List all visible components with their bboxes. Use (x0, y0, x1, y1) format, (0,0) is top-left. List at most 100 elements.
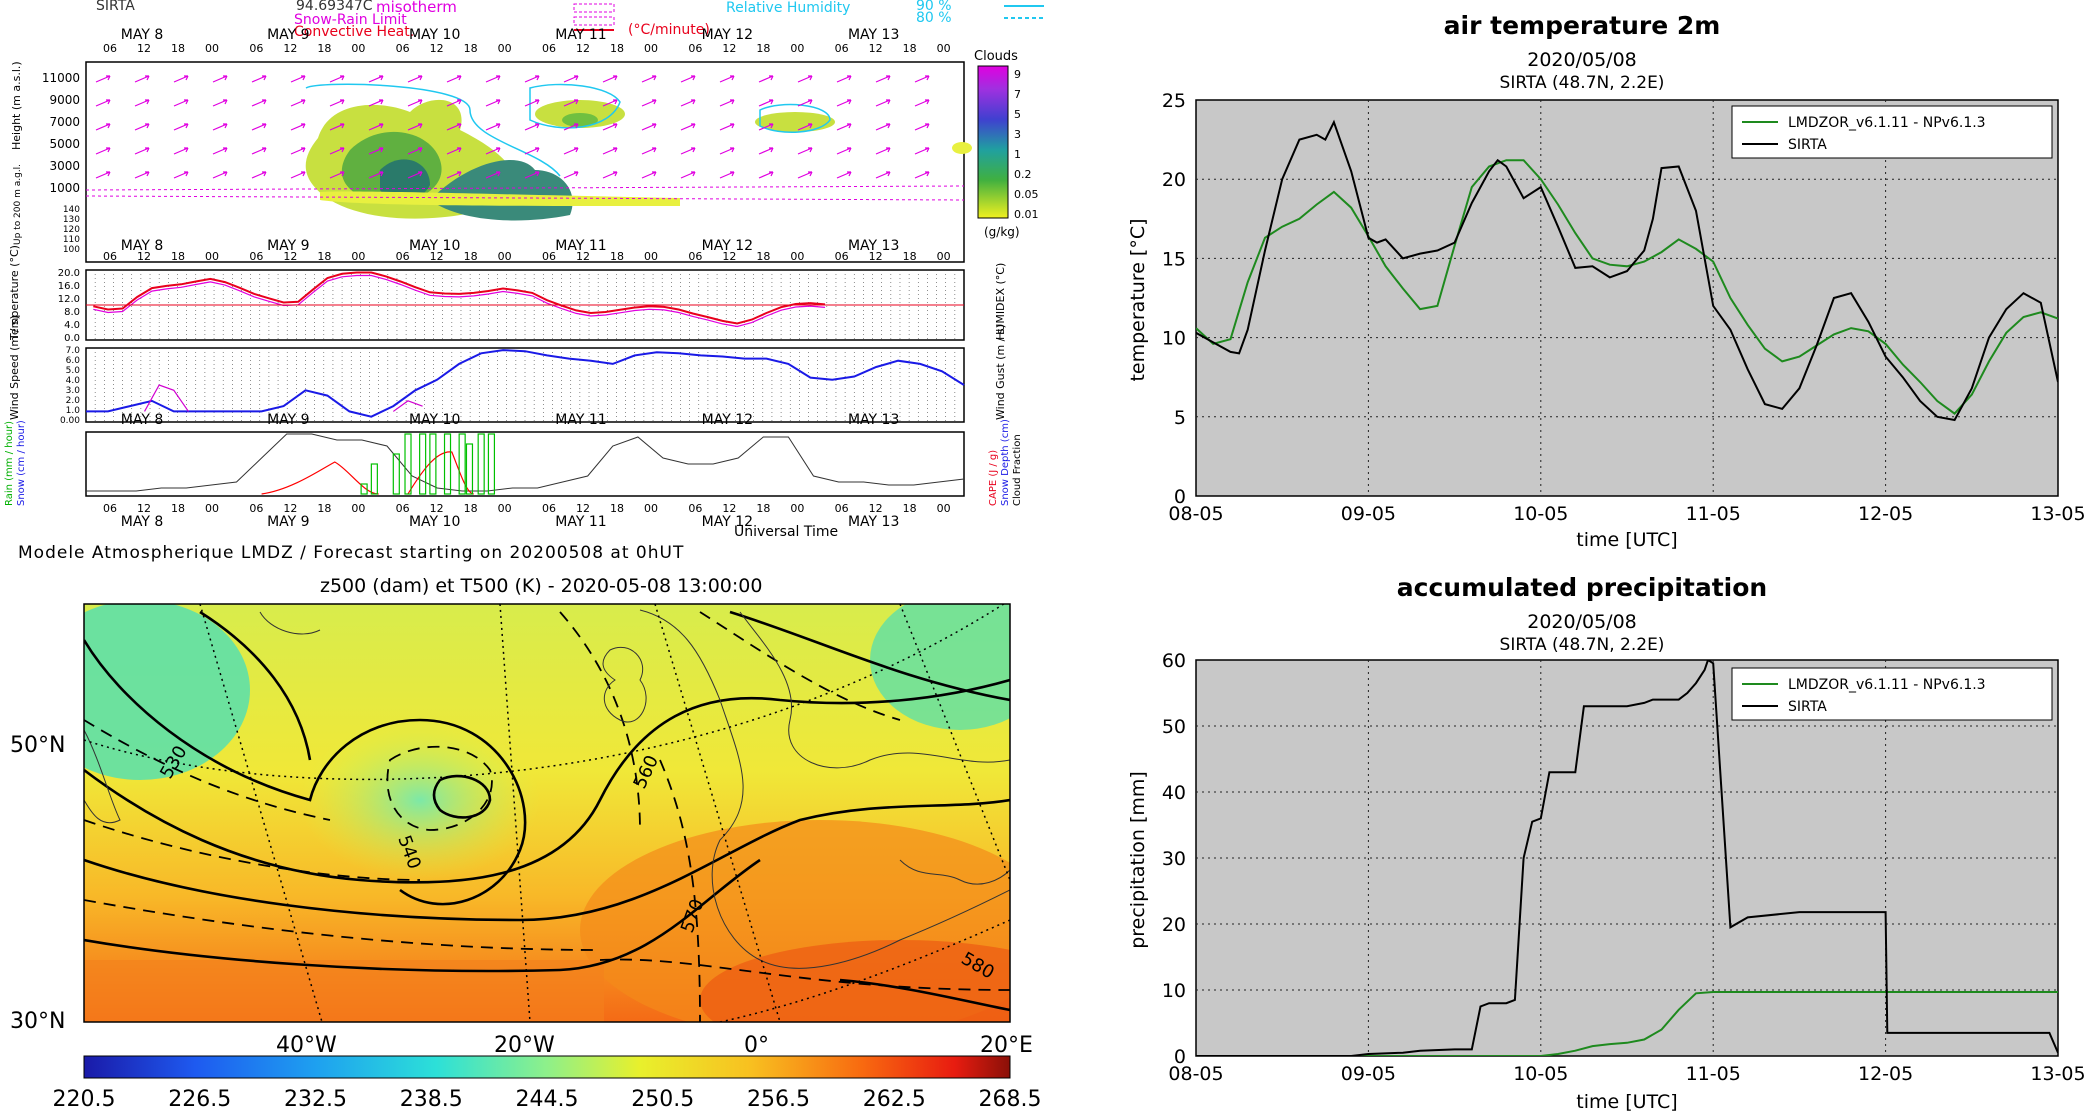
clouds-scale-label: 3 (1014, 128, 1021, 141)
y-tick-label: 30 (1162, 848, 1186, 870)
wind-tick: 0.00 (60, 416, 80, 426)
hour-label: 18 (610, 42, 624, 55)
hour-label: 12 (283, 502, 297, 515)
temp-series (1196, 119, 2058, 422)
lon-label-0: 0° (744, 1033, 769, 1058)
clouds-scale-label: 0.2 (1014, 168, 1032, 181)
temp-ylabel: temperature [°C] (1127, 218, 1149, 381)
day-label: MAY 12 (702, 412, 753, 428)
lon-label-20w: 20°W (494, 1033, 555, 1058)
hour-label: 12 (283, 250, 297, 263)
hour-label: 00 (790, 502, 804, 515)
meteogram-caption: Modele Atmospherique LMDZ / Forecast sta… (18, 543, 684, 563)
rain-ylabel: Rain (mm / hour) (4, 421, 15, 506)
precipitation-chart: accumulated precipitation 2020/05/08 SIR… (1127, 573, 2086, 1113)
hour-label: 12 (430, 250, 444, 263)
colorbar-label: 244.5 (516, 1087, 579, 1112)
hour-label: 06 (103, 42, 117, 55)
y-tick-label: 15 (1162, 248, 1186, 270)
clouds-scale: 9 7 5 3 1 0.2 0.05 0.01 (1014, 68, 1039, 221)
y-tick-label: 25 (1162, 90, 1186, 112)
hour-label: 12 (869, 42, 883, 55)
hour-label: 06 (249, 42, 263, 55)
hour-label: 00 (498, 502, 512, 515)
legend-label: LMDZOR_v6.1.11 - NPv6.1.3 (1788, 677, 1986, 693)
hour-label: 06 (542, 502, 556, 515)
wind-ticks: 7.06.05.04.03.02.01.00.00 (60, 346, 80, 426)
graticule (84, 604, 1010, 1022)
hour-label: 18 (610, 250, 624, 263)
y-tick-label: 50 (1162, 716, 1186, 738)
temp-grid (1196, 100, 2058, 496)
day-label: MAY 8 (121, 27, 163, 43)
z500-solid-contours (84, 610, 1010, 1012)
legend-rh: Relative Humidity (726, 0, 850, 16)
hour-label: 12 (430, 42, 444, 55)
low-tick: 120 (63, 225, 80, 235)
height-tick: 9000 (49, 93, 80, 107)
day-label: MAY 9 (267, 27, 309, 43)
day-label: MAY 8 (121, 238, 163, 254)
y-tick-label: 5 (1174, 407, 1186, 429)
day-label: MAY 12 (702, 238, 753, 254)
hour-label: 12 (576, 502, 590, 515)
clouds-scale-label: 9 (1014, 68, 1021, 81)
hour-label: 18 (464, 42, 478, 55)
lat-label-50n: 50°N (10, 733, 65, 758)
map-colorbar-labels: 220.5 226.5 232.5 238.5 244.5 250.5 256.5 262.5… (53, 1087, 1042, 1112)
series-line-sirta (1196, 660, 2058, 1056)
day-label: MAY 10 (409, 27, 460, 43)
clouds-scale-label: 7 (1014, 88, 1021, 101)
x-tick-label: 12-05 (1858, 503, 1913, 525)
colorbar-label: 220.5 (53, 1087, 116, 1112)
map-frame (83, 603, 1011, 1023)
hour-label: 06 (103, 250, 117, 263)
hour-label: 06 (542, 250, 556, 263)
hour-label: 12 (576, 250, 590, 263)
wind-ylabel: Wind Speed (m / s) (8, 315, 21, 420)
colorbar-label: 250.5 (631, 1087, 694, 1112)
precip-ylabel: precipitation [mm] (1127, 771, 1149, 949)
day-label: MAY 9 (267, 412, 309, 428)
meteogram-wind-line (86, 349, 965, 418)
x-tick-label: 13-05 (2030, 1063, 2085, 1085)
day-label: MAY 12 (702, 27, 753, 43)
series-line-sirta (1196, 119, 2058, 422)
legend-label: SIRTA (1788, 137, 1827, 153)
meteogram-gust-line (144, 384, 423, 412)
clouds-colorbar (977, 65, 1009, 219)
hour-label: 00 (351, 502, 365, 515)
meteogram-humidex-line (93, 274, 826, 328)
rain-bar (443, 433, 452, 495)
x-tick-label: 08-05 (1168, 503, 1223, 525)
hour-label: 12 (576, 42, 590, 55)
y-tick-label: 10 (1162, 980, 1186, 1002)
height-tick: 1000 (49, 181, 80, 195)
hour-label: 18 (171, 42, 185, 55)
precip-chart-subtitle2: SIRTA (48.7N, 2.2E) (1500, 635, 1665, 655)
height-tick: 3000 (49, 159, 80, 173)
meteogram-panel: SIRTA 94.69347C misotherm Snow-Rain Limi… (4, 0, 1044, 563)
temp-ticks: 20.0 16.0 12.0 8.0 4.0 0.0 (58, 268, 80, 344)
meteogram-temperature-line (93, 271, 826, 325)
clouds-scale-label: 0.05 (1014, 188, 1039, 201)
y-tick-label: 0 (1174, 1046, 1186, 1068)
hour-label: 12 (722, 250, 736, 263)
hour-label: 00 (790, 42, 804, 55)
height-tick: 7000 (49, 115, 80, 129)
temp-ylabel: Temperature (°C) (8, 245, 21, 341)
lon-label-40w: 40°W (276, 1033, 337, 1058)
wind-barbs (95, 75, 930, 179)
height-tick: 5000 (49, 137, 80, 151)
x-tick-label: 09-05 (1341, 1063, 1396, 1085)
hour-label: 06 (396, 42, 410, 55)
x-tick-label: 12-05 (1858, 1063, 1913, 1085)
clouds-scale-label: 5 (1014, 108, 1021, 121)
precip-chart-title: accumulated precipitation (1397, 573, 1767, 602)
hour-label: 18 (317, 502, 331, 515)
hour-label: 00 (644, 250, 658, 263)
hour-label: 18 (464, 250, 478, 263)
rain-bar (465, 443, 474, 495)
